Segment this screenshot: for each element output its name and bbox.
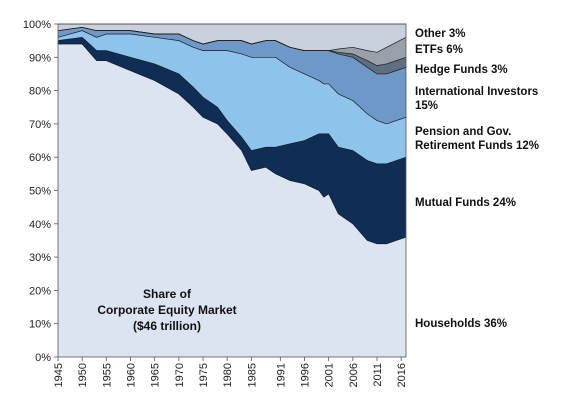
areas-layer	[58, 24, 406, 357]
x-tick-label: 1996	[300, 363, 312, 387]
x-tick-label: 2001	[324, 363, 336, 387]
x-tick-label: 1960	[126, 363, 138, 387]
legend-hedge-funds: Hedge Funds 3%	[415, 64, 508, 76]
x-tick-label: 2011	[372, 363, 384, 387]
x-tick-label: 2016	[396, 363, 408, 387]
area-households	[58, 43, 406, 357]
x-tick-label: 1980	[222, 363, 234, 387]
inset-line-2: Corporate Equity Market	[97, 303, 236, 317]
inset-line-3: ($46 trillion)	[133, 319, 201, 333]
area-etfs	[58, 27, 406, 66]
y-tick-label: 0%	[35, 352, 51, 364]
x-tick-label: 1945	[53, 363, 65, 387]
inset-line-1: Share of	[143, 287, 192, 301]
legend-international-investors: International Investors 15%	[415, 86, 538, 112]
x-tick-label: 1970	[174, 363, 186, 387]
y-axis: 0% 10% 20% 30% 40% 50% 60% 70% 80% 90% 100%	[23, 19, 58, 364]
y-tick-label: 60%	[29, 152, 51, 164]
y-tick-label: 20%	[29, 285, 51, 297]
legend-etfs: ETFs 6%	[415, 44, 463, 56]
x-tick-label: 1985	[246, 363, 258, 387]
area-pension-and-gov-retirement-funds	[58, 30, 406, 164]
boundary-mutual-funds	[57, 36, 407, 165]
x-axis: 1945 1950 1955 1960 1965 1970 1975 1980 1985 1991…	[53, 357, 408, 387]
inset-label: Share of Corporate Equity Market ($46 tr…	[97, 287, 236, 333]
x-tick-label: 1950	[77, 363, 89, 387]
legend-mutual-funds: Mutual Funds 24%	[415, 197, 516, 209]
y-tick-label: 30%	[29, 252, 51, 264]
area-other	[58, 24, 406, 53]
y-tick-label: 90%	[29, 52, 51, 64]
y-tick-label: 50%	[29, 186, 51, 198]
legend-other: Other 3%	[415, 28, 466, 40]
y-tick-label: 80%	[29, 86, 51, 98]
boundary-etfs	[57, 26, 407, 53]
y-tick-label: 10%	[29, 319, 51, 331]
y-tick-label: 40%	[29, 219, 51, 231]
x-tick-label: 2006	[348, 363, 360, 387]
area-mutual-funds	[58, 37, 406, 244]
legend-households: Households 36%	[415, 318, 507, 330]
x-tick-label: 1975	[198, 363, 210, 387]
legend: Households 36% Mutual Funds 24% Pension an…	[415, 28, 539, 330]
y-tick-label: 100%	[23, 19, 51, 31]
legend-pension-and-gov-retirement-funds: Pension and Gov. Retirement Funds 12%	[415, 126, 539, 152]
boundary-pension-and-gov-retirement-funds	[57, 30, 407, 125]
x-tick-label: 1965	[150, 363, 162, 387]
area-hedge-funds	[58, 27, 406, 74]
boundary-households	[58, 43, 407, 245]
x-tick-label: 1991	[275, 363, 287, 387]
y-tick-label: 70%	[29, 119, 51, 131]
x-tick-label: 1955	[101, 363, 113, 387]
area-international-investors	[58, 27, 406, 124]
